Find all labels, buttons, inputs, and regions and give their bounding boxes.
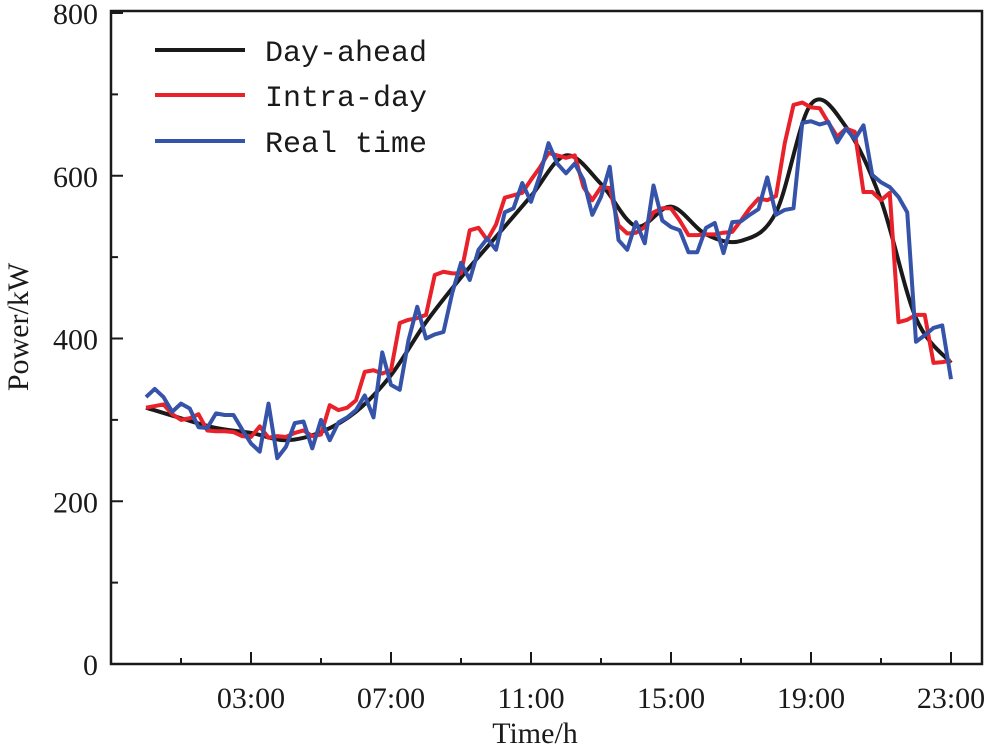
plot-lines (144, 97, 953, 461)
x-axis-ticks: 03:00 07:00 11:00 15:00 19:00 23:00 (180, 652, 985, 715)
y-tick-label: 200 (53, 486, 98, 519)
x-tick-label: 19:00 (777, 682, 845, 715)
x-tick-label: 07:00 (357, 682, 425, 715)
x-axis-title: Time/h (492, 717, 578, 747)
series-line-intra-day (145, 100, 952, 440)
y-tick-label: 800 (53, 0, 98, 31)
y-tick-label: 400 (53, 324, 98, 357)
y-axis-ticks: 0 200 400 600 800 (53, 0, 123, 682)
y-tick-label: 0 (83, 649, 98, 682)
plot-frame (109, 9, 984, 666)
series-line-day-ahead (145, 97, 953, 443)
legend: Day-ahead Intra-day Real time (155, 37, 427, 162)
y-tick-label: 600 (53, 161, 98, 194)
y-axis-title: Power/kW (2, 262, 35, 391)
legend-label-real-time: Real time (265, 128, 427, 162)
x-tick-label: 15:00 (637, 682, 705, 715)
legend-label-intra-day: Intra-day (265, 82, 427, 116)
series-line-real-time (144, 119, 953, 461)
x-tick-label: 23:00 (917, 682, 985, 715)
legend-label-day-ahead: Day-ahead (265, 37, 427, 71)
x-tick-label: 11:00 (497, 682, 564, 715)
x-tick-label: 03:00 (217, 682, 285, 715)
